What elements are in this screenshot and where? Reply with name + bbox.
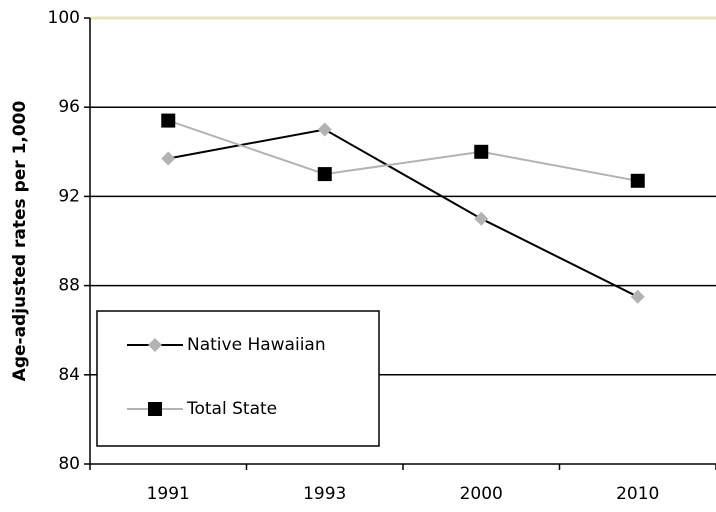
y-tick-label: 92 — [58, 186, 80, 206]
marker — [630, 289, 645, 304]
marker — [317, 167, 332, 182]
marker — [474, 211, 489, 226]
y-tick-label: 96 — [58, 97, 80, 117]
marker — [317, 122, 332, 137]
legend-box — [96, 310, 380, 447]
marker — [630, 173, 645, 188]
marker — [148, 402, 162, 416]
y-tick-label: 84 — [58, 365, 80, 385]
x-tick-label: 1991 — [147, 484, 190, 504]
y-tick-label: 100 — [48, 8, 80, 28]
marker — [161, 113, 176, 128]
marker — [474, 144, 489, 159]
x-tick-label: 1993 — [303, 484, 346, 504]
x-tick-label: 2010 — [616, 484, 659, 504]
y-axis-label: Age-adjusted rates per 1,000 — [10, 100, 30, 381]
series-line — [168, 128, 639, 298]
legend-label: Native Hawaiian — [187, 335, 326, 355]
y-tick-label: 80 — [58, 454, 80, 474]
marker — [161, 151, 176, 166]
marker — [148, 338, 162, 352]
series-line — [167, 119, 638, 182]
x-tick-label: 2000 — [460, 484, 503, 504]
y-tick-label: 88 — [58, 276, 80, 296]
legend-label: Total State — [186, 399, 277, 419]
